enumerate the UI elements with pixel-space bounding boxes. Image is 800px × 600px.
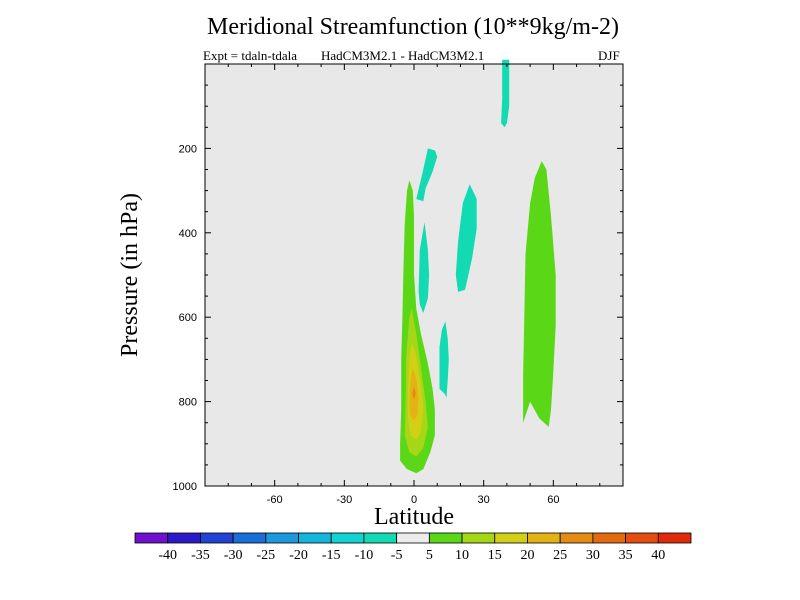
colorbar-label: 5 <box>426 548 433 563</box>
contour-region-1 <box>416 148 438 202</box>
y-tick-label: 600 <box>179 312 197 324</box>
colorbar-swatch <box>461 532 496 544</box>
colorbar: -40 -35 -30 -25 -20 -15 -10 -5 5 10 15 20 25 30 35 40 <box>134 532 692 563</box>
colorbar-swatch <box>494 532 528 544</box>
colorbar-label: -35 <box>191 548 210 563</box>
colorbar-label: 10 <box>455 548 469 563</box>
contour-region-6 <box>523 161 556 427</box>
colorbar-swatch <box>527 532 561 544</box>
colorbar-label: 15 <box>488 548 502 563</box>
colorbar-swatch <box>232 532 267 544</box>
contour-region-4 <box>439 321 449 398</box>
y-tick-label: 200 <box>179 143 197 155</box>
model-label: HadCM3M2.1 - HadCM3M2.1 <box>321 48 485 63</box>
colorbar-swatch <box>559 532 594 544</box>
colorbar-label: -25 <box>256 548 275 563</box>
y-tick-label: 1000 <box>173 481 197 493</box>
y-tick-label: 400 <box>179 228 197 240</box>
colorbar-label: 40 <box>651 548 665 563</box>
x-tick-label: 30 <box>478 494 490 506</box>
chart-title: Meridional Streamfunction (10**9kg/m-2) <box>207 14 619 40</box>
colorbar-swatch <box>592 532 626 544</box>
colorbar-swatch <box>428 532 463 544</box>
colorbar-label: -40 <box>158 548 177 563</box>
colorbar-swatch <box>625 532 659 544</box>
colorbar-label: -20 <box>289 548 308 563</box>
colorbar-label: 20 <box>520 548 534 563</box>
axis-ticks: -60 -30 0 30 60 200 400 600 800 1000 <box>173 64 623 506</box>
x-tick-label: -60 <box>267 494 283 506</box>
x-axis-title: Latitude <box>374 504 454 530</box>
colorbar-swatch <box>363 532 398 544</box>
colorbar-label: 25 <box>553 548 567 563</box>
y-tick-label: 800 <box>179 397 197 409</box>
colorbar-swatch <box>330 532 365 544</box>
x-tick-label: -30 <box>336 494 352 506</box>
x-tick-label: 0 <box>411 494 417 506</box>
contour-region-10 <box>412 386 416 400</box>
colorbar-swatch <box>657 532 692 544</box>
colorbar-label: -15 <box>322 548 341 563</box>
contour-region-2 <box>455 184 477 292</box>
x-tick-label: 60 <box>547 494 559 506</box>
contour-regions <box>400 59 556 474</box>
experiment-label: Expt = tdaln-tdala <box>203 48 297 63</box>
colorbar-swatch <box>298 532 332 544</box>
colorbar-label: 30 <box>586 548 600 563</box>
season-label: DJF <box>598 48 620 63</box>
y-axis-title: Pressure (in hPa) <box>117 193 143 357</box>
contour-region-3 <box>418 222 430 313</box>
colorbar-swatch <box>200 532 234 544</box>
colorbar-swatch <box>134 532 169 544</box>
colorbar-label: -10 <box>355 548 374 563</box>
colorbar-swatch <box>265 532 299 544</box>
colorbar-label: -5 <box>391 548 403 563</box>
colorbar-label: -30 <box>224 548 243 563</box>
colorbar-swatch <box>167 532 201 544</box>
colorbar-swatch <box>396 532 430 544</box>
colorbar-label: 35 <box>619 548 633 563</box>
contour-region-0 <box>501 59 510 128</box>
